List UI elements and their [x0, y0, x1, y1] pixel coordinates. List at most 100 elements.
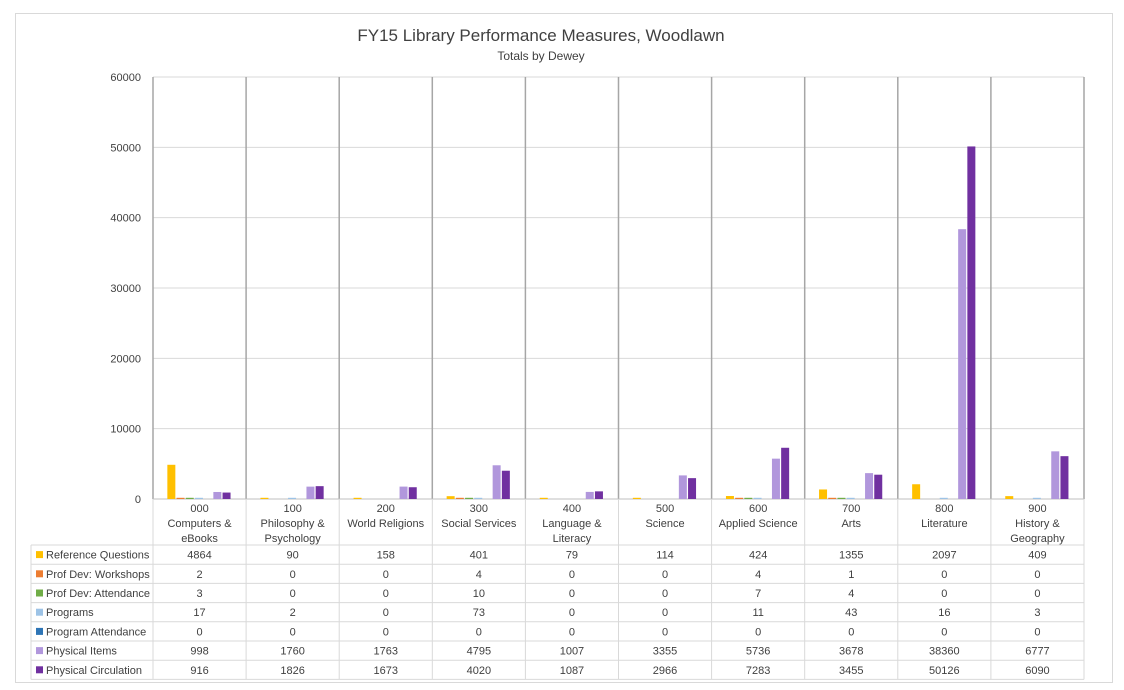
bar	[865, 473, 874, 499]
chart-frame	[15, 13, 1113, 683]
x-tick-label: Language &	[542, 518, 602, 530]
bar	[222, 492, 231, 499]
bar	[539, 497, 548, 499]
table-cell: 3355	[653, 646, 677, 658]
table-cell: 0	[1034, 588, 1040, 600]
bar	[912, 484, 921, 499]
table-cell: 1763	[374, 646, 398, 658]
table-cell: 2	[290, 607, 296, 619]
table-cell: 2966	[653, 665, 677, 677]
bar	[939, 497, 948, 499]
table-cell: 424	[749, 550, 767, 562]
bar	[819, 489, 828, 499]
x-tick-label: 900	[1028, 503, 1046, 515]
legend-entry: Reference Questions	[46, 550, 150, 562]
table-cell: 0	[569, 588, 575, 600]
x-tick-label: History &	[1015, 518, 1060, 530]
table-cell: 73	[473, 607, 485, 619]
bar	[306, 486, 315, 499]
table-cell: 7283	[746, 665, 770, 677]
table-cell: 0	[755, 626, 761, 638]
x-tick-label: 400	[563, 503, 581, 515]
table-cell: 0	[290, 588, 296, 600]
table-cell: 0	[476, 626, 482, 638]
table-cell: 6090	[1025, 665, 1049, 677]
table-cell: 38360	[929, 646, 960, 658]
table-cell: 0	[290, 626, 296, 638]
bar	[492, 465, 501, 499]
x-tick-label: Geography	[1010, 533, 1065, 545]
table-cell: 0	[1034, 569, 1040, 581]
bar	[408, 487, 417, 499]
legend-key	[36, 551, 43, 559]
legend-key	[36, 589, 43, 597]
y-tick-label: 10000	[110, 424, 141, 436]
y-tick-label: 50000	[110, 142, 141, 154]
bar	[1005, 496, 1014, 499]
x-tick-label: 300	[470, 503, 488, 515]
table-cell: 4	[476, 569, 482, 581]
x-tick-label: 200	[377, 503, 395, 515]
legend-key	[36, 647, 43, 655]
bar	[465, 497, 474, 499]
table-cell: 998	[190, 646, 208, 658]
table-cell: 401	[470, 550, 488, 562]
x-tick-label: Literature	[921, 518, 967, 530]
table-cell: 4864	[187, 550, 211, 562]
x-tick-label: 700	[842, 503, 860, 515]
bar	[194, 497, 203, 499]
bar	[828, 497, 837, 499]
table-cell: 0	[290, 569, 296, 581]
bar	[967, 146, 976, 499]
bar	[678, 475, 687, 499]
table-cell: 114	[656, 550, 674, 562]
bar	[781, 447, 790, 499]
legend-entry: Program Attendance	[46, 626, 146, 638]
legend-key	[36, 627, 43, 635]
x-tick-label: 100	[283, 503, 301, 515]
table-cell: 0	[383, 588, 389, 600]
bar	[185, 497, 194, 499]
bar	[501, 470, 510, 499]
table-cell: 2	[196, 569, 202, 581]
table-cell: 0	[569, 607, 575, 619]
bar	[753, 497, 762, 499]
x-tick-label: Philosophy &	[261, 518, 326, 530]
table-cell: 0	[941, 626, 947, 638]
bar	[446, 496, 455, 499]
bar	[771, 458, 780, 499]
table-cell: 4	[755, 569, 761, 581]
table-cell: 0	[941, 569, 947, 581]
chart-subtitle: Totals by Dewey	[497, 49, 584, 63]
legend-entry: Physical Circulation	[46, 665, 142, 677]
bar	[474, 497, 483, 499]
table-cell: 7	[755, 588, 761, 600]
table-cell: 0	[662, 569, 668, 581]
x-tick-label: 500	[656, 503, 674, 515]
table-cell: 0	[383, 569, 389, 581]
x-tick-label: Psychology	[265, 533, 322, 545]
legend-key	[36, 608, 43, 616]
table-cell: 10	[473, 588, 485, 600]
table-cell: 4	[848, 588, 854, 600]
bar	[455, 497, 464, 499]
bar	[837, 497, 846, 499]
bar	[353, 497, 362, 499]
table-cell: 0	[383, 607, 389, 619]
x-axis: 000 Computers & eBooks 100 Philosophy & Psych…	[167, 503, 1065, 545]
legend-entry: Prof Dev: Attendance	[46, 588, 150, 600]
data-table: Reference Questions 4864 90 158 401 79 114 424 1…	[30, 499, 1085, 680]
table-cell: 11	[752, 607, 763, 619]
table-cell: 17	[193, 607, 205, 619]
x-tick-label: 600	[749, 503, 767, 515]
table-cell: 916	[190, 665, 208, 677]
x-tick-label: Applied Science	[719, 518, 798, 530]
table-cell: 6777	[1025, 646, 1049, 658]
table-cell: 4020	[467, 665, 491, 677]
table-cell: 1087	[560, 665, 584, 677]
legend-entry: Programs	[46, 607, 94, 619]
bars	[167, 146, 1069, 499]
bar	[167, 464, 176, 499]
table-cell: 2097	[932, 550, 956, 562]
